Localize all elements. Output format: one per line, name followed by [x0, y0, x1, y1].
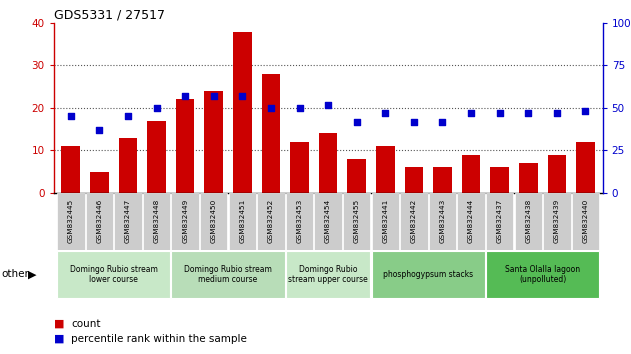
Point — [209, 93, 219, 99]
Bar — [572, 193, 599, 250]
Bar — [548, 155, 566, 193]
Text: GSM832453: GSM832453 — [297, 199, 302, 244]
Point — [466, 110, 476, 116]
Bar — [519, 163, 538, 193]
Bar — [433, 167, 452, 193]
Point — [266, 105, 276, 111]
Point — [437, 119, 447, 124]
Point — [323, 102, 333, 107]
Bar — [290, 142, 309, 193]
Bar — [143, 193, 170, 250]
Point — [237, 93, 247, 99]
Point — [495, 110, 505, 116]
Bar — [172, 193, 199, 250]
Bar — [457, 193, 485, 250]
Bar — [286, 193, 313, 250]
Text: other: other — [1, 269, 29, 279]
Point — [180, 93, 190, 99]
Bar — [57, 193, 85, 250]
Text: GSM832444: GSM832444 — [468, 199, 474, 244]
Bar — [176, 99, 194, 193]
Text: ■: ■ — [54, 319, 64, 329]
Bar — [200, 193, 227, 250]
Bar — [514, 193, 542, 250]
Point — [123, 114, 133, 119]
Bar — [343, 193, 370, 250]
Text: ■: ■ — [54, 334, 64, 344]
Bar — [348, 159, 366, 193]
Text: GSM832447: GSM832447 — [125, 199, 131, 244]
Text: count: count — [71, 319, 101, 329]
Bar — [372, 251, 485, 298]
Bar — [372, 193, 399, 250]
Point — [409, 119, 419, 124]
Text: GSM832450: GSM832450 — [211, 199, 217, 244]
Point — [95, 127, 105, 133]
Text: GSM832441: GSM832441 — [382, 199, 388, 244]
Point — [151, 105, 162, 111]
Text: Santa Olalla lagoon
(unpolluted): Santa Olalla lagoon (unpolluted) — [505, 265, 580, 284]
Text: GSM832454: GSM832454 — [325, 199, 331, 244]
Point — [351, 119, 362, 124]
Point — [66, 114, 76, 119]
Bar — [262, 74, 280, 193]
Bar — [228, 193, 256, 250]
Text: ▶: ▶ — [28, 269, 37, 279]
Bar — [543, 193, 570, 250]
Bar — [90, 172, 109, 193]
Text: GSM832455: GSM832455 — [354, 199, 360, 244]
Bar — [462, 155, 480, 193]
Point — [295, 105, 305, 111]
Bar — [61, 146, 80, 193]
Bar — [486, 251, 599, 298]
Bar — [172, 251, 285, 298]
Bar — [400, 193, 428, 250]
Point — [380, 110, 391, 116]
Bar — [490, 167, 509, 193]
Text: GSM832442: GSM832442 — [411, 199, 417, 244]
Point — [551, 110, 562, 116]
Bar — [86, 193, 113, 250]
Bar — [119, 138, 138, 193]
Text: GSM832452: GSM832452 — [268, 199, 274, 244]
Bar — [429, 193, 456, 250]
Text: Domingo Rubio stream
lower course: Domingo Rubio stream lower course — [70, 265, 158, 284]
Bar — [486, 193, 514, 250]
Text: Domingo Rubio
stream upper course: Domingo Rubio stream upper course — [288, 265, 368, 284]
Bar — [314, 193, 342, 250]
Bar — [319, 133, 338, 193]
Bar — [286, 251, 370, 298]
Bar — [204, 91, 223, 193]
Bar — [233, 32, 252, 193]
Text: Domingo Rubio stream
medium course: Domingo Rubio stream medium course — [184, 265, 272, 284]
Text: GSM832449: GSM832449 — [182, 199, 188, 244]
Bar — [257, 193, 285, 250]
Text: GSM832446: GSM832446 — [97, 199, 102, 244]
Text: GSM832440: GSM832440 — [582, 199, 589, 244]
Bar — [404, 167, 423, 193]
Text: GSM832443: GSM832443 — [439, 199, 445, 244]
Text: GSM832451: GSM832451 — [239, 199, 245, 244]
Text: GSM832445: GSM832445 — [68, 199, 74, 244]
Text: phosphogypsum stacks: phosphogypsum stacks — [383, 270, 473, 279]
Bar — [576, 142, 595, 193]
Point — [581, 109, 591, 114]
Text: GDS5331 / 27517: GDS5331 / 27517 — [54, 9, 165, 22]
Text: GSM832437: GSM832437 — [497, 199, 503, 244]
Bar — [376, 146, 394, 193]
Bar — [57, 251, 170, 298]
Text: percentile rank within the sample: percentile rank within the sample — [71, 334, 247, 344]
Bar — [147, 121, 166, 193]
Point — [523, 110, 533, 116]
Text: GSM832438: GSM832438 — [525, 199, 531, 244]
Text: GSM832439: GSM832439 — [554, 199, 560, 244]
Bar — [114, 193, 142, 250]
Text: GSM832448: GSM832448 — [153, 199, 160, 244]
